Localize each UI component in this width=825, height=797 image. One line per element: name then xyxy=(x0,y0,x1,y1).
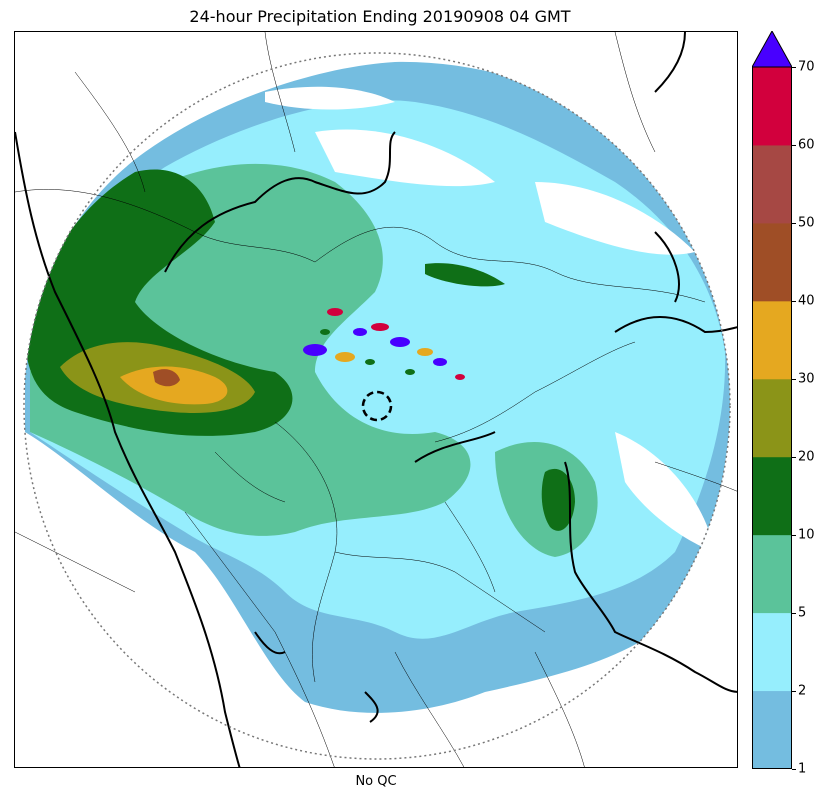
map-canvas xyxy=(15,32,737,767)
colorbar-segment xyxy=(752,67,792,146)
colorbar-tick-mark xyxy=(792,534,796,536)
colorbar-extend-triangle xyxy=(752,31,792,68)
colorbar-tick-label: 40 xyxy=(798,293,815,309)
colorbar-tick-label: 30 xyxy=(798,371,815,387)
colorbar-segment xyxy=(752,690,792,769)
colorbar xyxy=(752,31,792,769)
colorbar-tick-label: 5 xyxy=(798,605,807,621)
colorbar-segment xyxy=(752,300,792,380)
colorbar-tick-label: 10 xyxy=(798,527,815,543)
colorbar-segment xyxy=(752,144,792,224)
precip-area-30-40 xyxy=(120,366,228,405)
colorbar-tick-label: 20 xyxy=(798,449,815,465)
colorbar-tick-label: 1 xyxy=(798,761,807,776)
colorbar-tick-mark xyxy=(792,456,796,458)
colorbar-segment xyxy=(752,378,792,458)
chart-title: 24-hour Precipitation Ending 20190908 04… xyxy=(189,7,571,26)
colorbar-segment xyxy=(752,222,792,302)
colorbar-tick-mark xyxy=(792,222,796,224)
x-axis-label: No QC xyxy=(355,774,397,789)
district-boundaries xyxy=(15,32,737,767)
colorbar-tick-label: 50 xyxy=(798,215,815,231)
precipitation-field xyxy=(25,61,730,713)
state-boundaries xyxy=(15,32,737,767)
colorbar-segment xyxy=(752,456,792,536)
colorbar-tick-label: 60 xyxy=(798,137,815,153)
precip-area-40-50 xyxy=(153,369,180,387)
colorbar-tick-mark xyxy=(792,378,796,380)
colorbar-segment xyxy=(752,612,792,692)
colorbar-segment xyxy=(752,534,792,614)
radar-site-marker xyxy=(361,390,393,422)
radar-range-ring xyxy=(23,52,731,760)
colorbar-tick-mark xyxy=(792,690,796,692)
colorbar-tick-mark xyxy=(792,67,796,68)
colorbar-outline xyxy=(752,66,792,769)
colorbar-tick-mark xyxy=(792,300,796,302)
colorbar-tick-label: 70 xyxy=(798,59,815,75)
colorbar-tick-mark xyxy=(792,768,796,770)
colorbar-ticks: 1 2 5 10 20 30 40 50 60 70 xyxy=(792,0,825,797)
colorbar-tick-mark xyxy=(792,612,796,614)
colorbar-tick-mark xyxy=(792,144,796,146)
precipitation-map xyxy=(14,31,738,768)
convective-cells xyxy=(303,308,465,380)
colorbar-tick-label: 2 xyxy=(798,683,807,699)
